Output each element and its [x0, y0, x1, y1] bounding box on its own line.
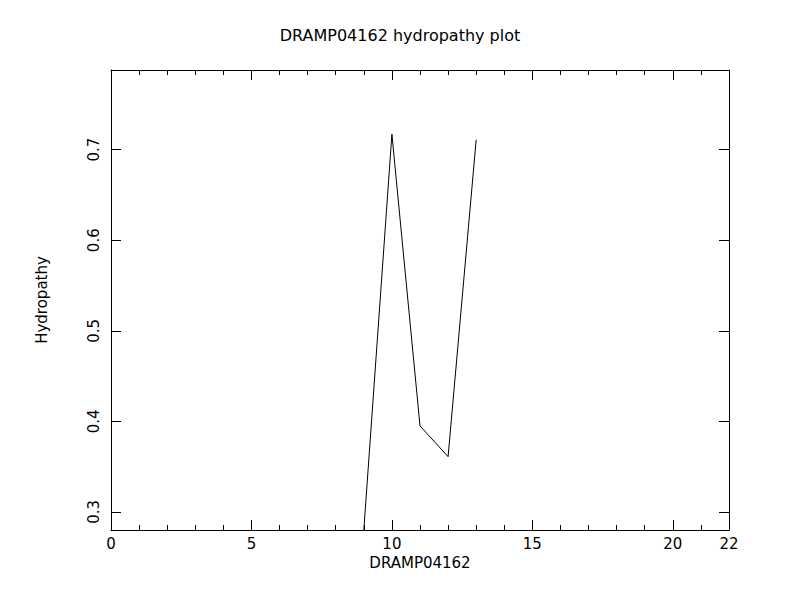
svg-text:5: 5	[247, 535, 257, 553]
svg-text:15: 15	[523, 535, 542, 553]
svg-text:0.4: 0.4	[85, 409, 103, 433]
svg-text:DRAMP04162: DRAMP04162	[369, 554, 470, 572]
svg-text:0.7: 0.7	[85, 138, 103, 162]
svg-text:0.5: 0.5	[85, 319, 103, 343]
svg-text:0.3: 0.3	[85, 500, 103, 524]
svg-text:10: 10	[382, 535, 401, 553]
svg-text:22: 22	[719, 535, 738, 553]
svg-text:DRAMP04162 hydropathy plot: DRAMP04162 hydropathy plot	[280, 26, 521, 45]
svg-text:0.6: 0.6	[85, 228, 103, 252]
svg-text:0: 0	[106, 535, 116, 553]
svg-text:Hydropathy: Hydropathy	[33, 256, 51, 344]
svg-text:20: 20	[663, 535, 682, 553]
